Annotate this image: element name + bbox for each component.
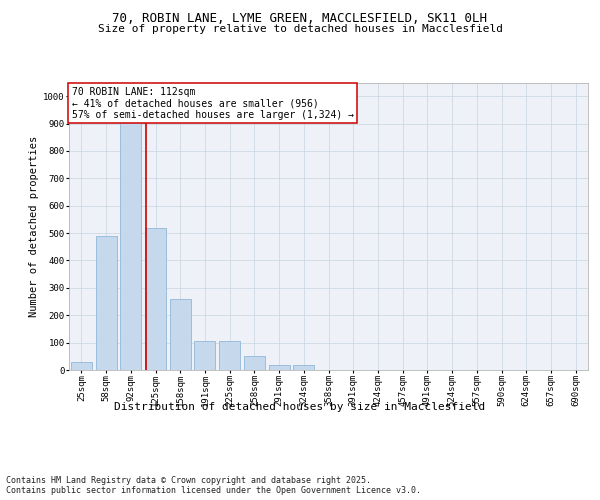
Bar bbox=[293, 364, 314, 370]
Bar bbox=[145, 228, 166, 370]
Text: Contains HM Land Registry data © Crown copyright and database right 2025.
Contai: Contains HM Land Registry data © Crown c… bbox=[6, 476, 421, 495]
Bar bbox=[219, 341, 240, 370]
Bar bbox=[244, 356, 265, 370]
Bar bbox=[170, 299, 191, 370]
Text: Size of property relative to detached houses in Macclesfield: Size of property relative to detached ho… bbox=[97, 24, 503, 34]
Bar bbox=[269, 364, 290, 370]
Text: 70, ROBIN LANE, LYME GREEN, MACCLESFIELD, SK11 0LH: 70, ROBIN LANE, LYME GREEN, MACCLESFIELD… bbox=[113, 12, 487, 26]
Bar bbox=[95, 236, 116, 370]
Bar bbox=[71, 362, 92, 370]
Bar bbox=[120, 107, 141, 370]
Text: Distribution of detached houses by size in Macclesfield: Distribution of detached houses by size … bbox=[115, 402, 485, 412]
Bar bbox=[194, 341, 215, 370]
Y-axis label: Number of detached properties: Number of detached properties bbox=[29, 136, 39, 317]
Text: 70 ROBIN LANE: 112sqm
← 41% of detached houses are smaller (956)
57% of semi-det: 70 ROBIN LANE: 112sqm ← 41% of detached … bbox=[71, 87, 353, 120]
